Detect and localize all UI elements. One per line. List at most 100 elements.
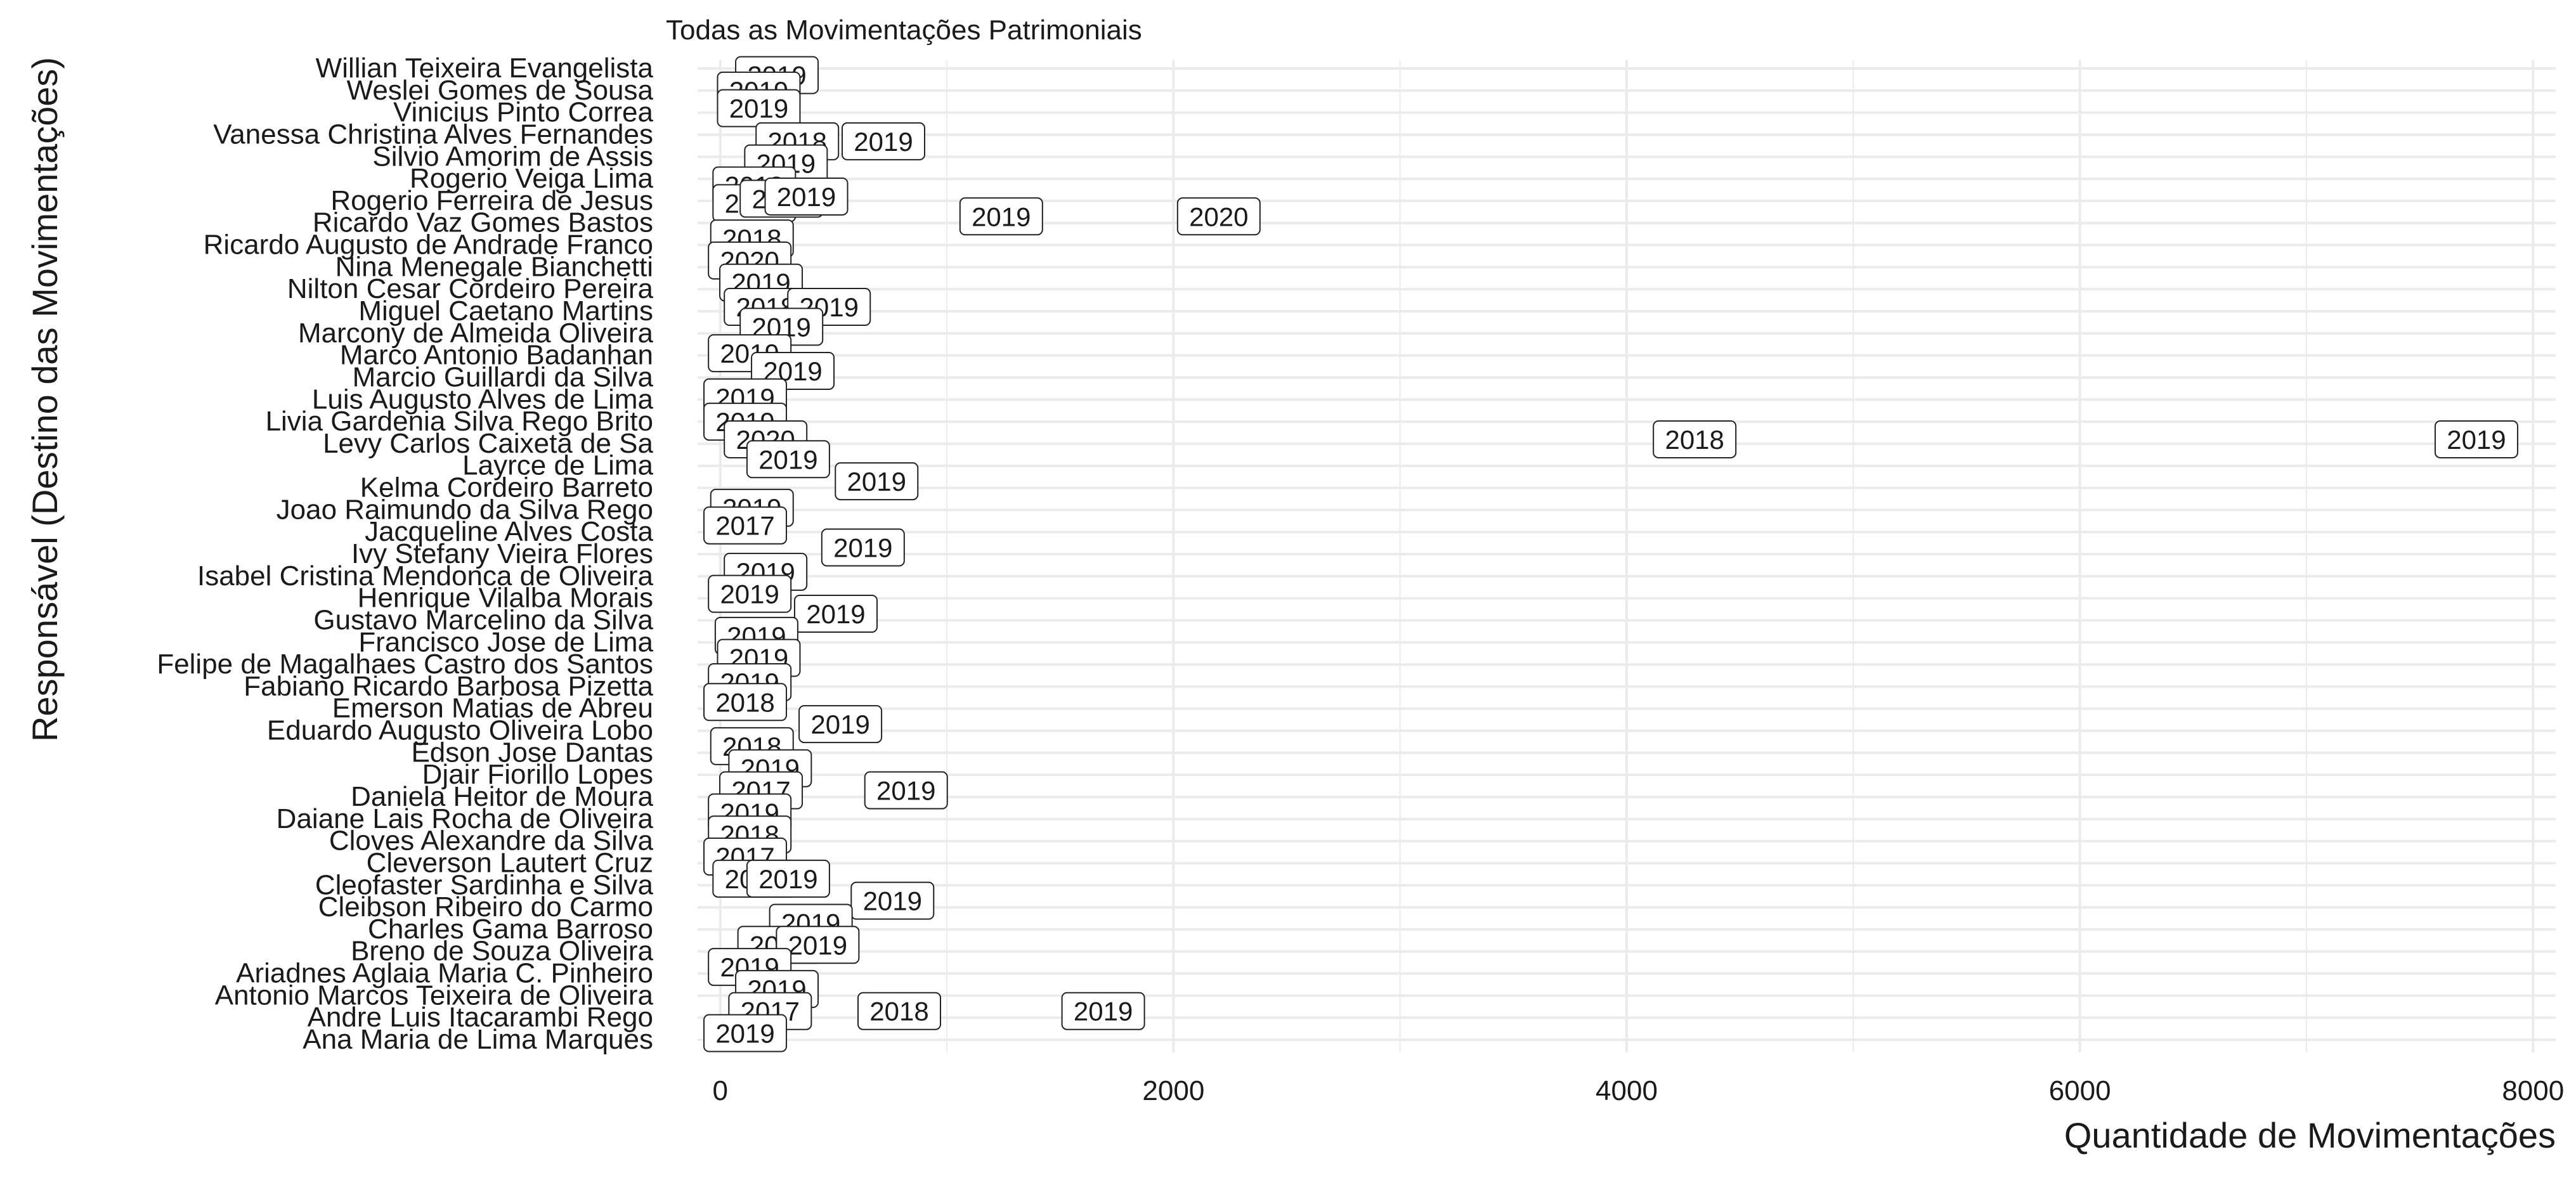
data-label-box: [842, 122, 925, 160]
x-tick-label: 8000: [2502, 1075, 2564, 1106]
y-tick-label: Djair Fiorillo Lopes: [422, 759, 653, 790]
data-label: 2019: [720, 579, 779, 609]
data-label-box: [1061, 992, 1145, 1030]
data-point: 2019: [1061, 992, 1145, 1030]
data-point: 2018: [1653, 420, 1737, 458]
data-point: 2019: [850, 881, 935, 920]
y-tick-label: Cloves Alexandre da Silva: [329, 825, 654, 857]
data-label: 2020: [1189, 202, 1248, 231]
data-label-box: [864, 771, 948, 810]
data-label: 2018: [1665, 425, 1724, 455]
x-tick-label: 4000: [1596, 1075, 1658, 1106]
data-point: 2019: [703, 1014, 788, 1052]
data-label: 2019: [758, 864, 817, 894]
data-label-box: [703, 506, 788, 545]
data-label: 2019: [876, 776, 935, 806]
chart-title: Todas as Movimentações Patrimoniais: [666, 15, 1142, 46]
data-labels: 2019 2019 2019 2018 2019 2019 2018 2018 2019 2019…: [703, 56, 2518, 1052]
y-tick-label: Joao Raimundo da Silva Rego: [276, 494, 653, 525]
y-axis-title: Responsável (Destino das Movimentações): [25, 57, 65, 742]
y-tick-label: Silvio Amorim de Assis: [372, 141, 653, 172]
data-point: 2019: [2434, 420, 2518, 458]
data-label-box: [850, 881, 935, 920]
data-label-box: [1653, 420, 1737, 458]
data-point: 2019: [776, 926, 860, 964]
data-label-box: [857, 992, 942, 1030]
y-tick-label: Weslei Gomes de Sousa: [347, 75, 654, 106]
data-label: 2019: [806, 599, 865, 629]
y-tick-label: Vinicius Pinto Correa: [393, 97, 654, 128]
data-point: 2019: [959, 197, 1043, 236]
y-tick-label: Ricardo Vaz Gomes Bastos: [313, 207, 653, 238]
data-label: 2019: [788, 930, 847, 960]
data-label-box: [959, 197, 1043, 236]
data-label: 2019: [810, 709, 869, 739]
data-label-box: [703, 1014, 788, 1052]
data-point: 2018: [857, 992, 942, 1030]
y-tick-label: Gustavo Marcelino da Silva: [313, 604, 653, 635]
data-label-box: [835, 462, 919, 501]
data-label-box: [746, 859, 830, 898]
y-tick-label: Jacqueline Alves Costa: [365, 516, 653, 547]
y-tick-label: Breno de Souza Oliveira: [351, 936, 653, 967]
y-tick-label: Cleverson Lautert Cruz: [367, 847, 653, 878]
data-label: 2018: [869, 997, 928, 1026]
data-label: 2017: [715, 511, 774, 541]
y-tick-label: Ana Maria de Lima Marques: [302, 1024, 653, 1055]
data-label-box: [821, 528, 905, 567]
y-tick-label: Edson Jose Dantas: [411, 737, 653, 768]
data-label-box: [746, 440, 830, 479]
data-point: 2019: [798, 705, 883, 744]
y-tick-label: Kelma Cordeiro Barreto: [360, 472, 653, 503]
y-tick-label: Daniela Heitor de Moura: [351, 781, 653, 812]
y-tick-label: Rogerio Veiga Lima: [410, 163, 654, 194]
data-point: 2019: [764, 177, 849, 216]
y-tick-label: Antonio Marcos Teixeira de Oliveira: [215, 980, 654, 1011]
x-tick-label: 2000: [1142, 1075, 1204, 1106]
y-tick-label: Cleofaster Sardinha e Silva: [315, 869, 654, 900]
data-point: 2019: [746, 440, 830, 479]
data-label: 2019: [1074, 997, 1133, 1026]
data-label: 2019: [715, 1019, 774, 1049]
data-point: 2019: [835, 462, 919, 501]
y-tick-label: Levy Carlos Caixeta de Sa: [323, 428, 653, 459]
data-label: 2019: [758, 444, 817, 474]
data-label: 2019: [729, 94, 788, 124]
data-label: 2019: [2447, 425, 2506, 455]
data-label-box: [703, 683, 788, 722]
y-tick-label: Emerson Matias de Abreu: [332, 693, 653, 724]
x-tick-label: 0: [712, 1075, 727, 1106]
y-tick-label: Marco Antonio Badanhan: [340, 340, 653, 371]
y-tick-label: Cleibson Ribeiro do Carmo: [318, 891, 653, 922]
y-tick-label: Vanessa Christina Alves Fernandes: [213, 119, 653, 150]
data-label-box: [776, 926, 860, 964]
data-label-box: [764, 177, 849, 216]
y-tick-label: Fabiano Ricardo Barbosa Pizetta: [244, 671, 653, 702]
y-tick-label: Eduardo Augusto Oliveira Lobo: [267, 715, 653, 746]
data-label: 2019: [833, 533, 892, 563]
y-tick-label: Nina Menegale Bianchetti: [335, 251, 653, 282]
y-tick-label: Francisco Jose de Lima: [358, 626, 653, 657]
data-label: 2019: [847, 467, 906, 496]
y-tick-label: Ivy Stefany Vieira Flores: [351, 538, 653, 569]
data-label: 2019: [777, 182, 836, 212]
y-tick-label: Rogerio Ferreira de Jesus: [330, 185, 653, 216]
y-tick-label: Livia Gardenia Silva Rego Brito: [266, 406, 653, 437]
y-tick-label: Charles Gama Barroso: [368, 914, 653, 945]
data-point: 2019: [793, 595, 878, 633]
y-tick-label: Nilton Cesar Cordeiro Pereira: [287, 273, 654, 304]
data-point: 2019: [821, 528, 905, 567]
data-point: 2019: [842, 122, 925, 160]
y-tick-label: Daiane Lais Rocha de Oliveira: [276, 803, 654, 834]
data-label-box: [1176, 197, 1261, 236]
x-tick-labels: 0 2000 4000 6000 8000: [712, 1075, 2564, 1106]
y-tick-label: Andre Luis Itacarambi Rego: [308, 1002, 653, 1033]
data-label: 2019: [854, 127, 913, 157]
y-tick-label: Layrce de Lima: [462, 450, 653, 481]
data-point: 2018: [703, 683, 788, 722]
grid-layer: [698, 60, 2556, 1052]
y-tick-label: Henrique Vilalba Morais: [358, 583, 653, 614]
data-point: 2019: [708, 574, 792, 613]
